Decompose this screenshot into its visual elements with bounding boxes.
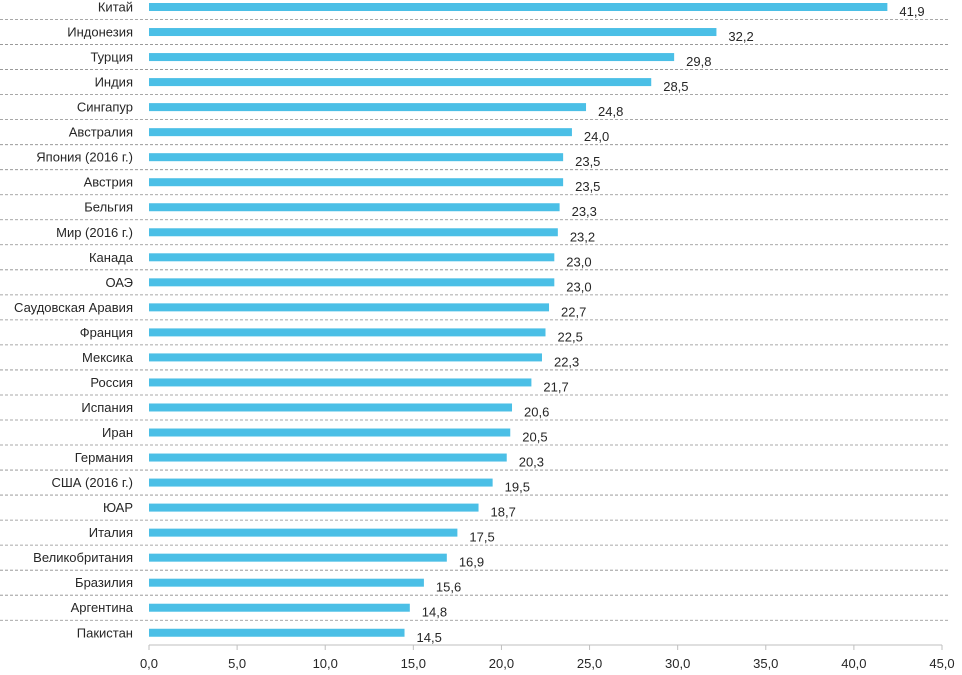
category-label: Япония (2016 г.) (36, 150, 133, 165)
category-label: Франция (80, 325, 133, 340)
value-label: 23,2 (570, 229, 595, 244)
value-label: 32,2 (728, 29, 753, 44)
value-label: 19,5 (505, 480, 530, 495)
bar (149, 278, 555, 287)
bar (149, 478, 493, 487)
bar (149, 428, 511, 437)
value-label: 29,8 (686, 54, 711, 69)
x-tick-label: 30,0 (665, 656, 690, 671)
category-label: Мексика (82, 350, 134, 365)
category-label: Индия (95, 75, 133, 90)
bar (149, 103, 587, 112)
category-label: Турция (90, 50, 133, 65)
value-label: 23,0 (566, 279, 591, 294)
category-label: Мир (2016 г.) (56, 225, 133, 240)
value-label: 24,0 (584, 129, 609, 144)
bar (149, 553, 447, 562)
value-label: 23,5 (575, 154, 600, 169)
category-label: Саудовская Аравия (14, 300, 133, 315)
category-label: Сингапур (77, 100, 133, 115)
bar (149, 228, 558, 237)
category-label: Бельгия (84, 200, 133, 215)
bar (149, 178, 564, 187)
x-tick-label: 10,0 (313, 656, 338, 671)
bar (149, 378, 532, 387)
category-label: Канада (89, 250, 134, 265)
category-label: США (2016 г.) (51, 475, 133, 490)
bar (149, 28, 717, 37)
value-label: 14,5 (417, 630, 442, 645)
category-label: Аргентина (71, 600, 134, 615)
x-tick-label: 0,0 (140, 656, 158, 671)
category-label: Россия (90, 375, 133, 390)
category-label: ЮАР (103, 500, 133, 515)
category-label: Пакистан (77, 625, 133, 640)
bar (149, 78, 652, 87)
x-tick-label: 45,0 (929, 656, 954, 671)
bar (149, 603, 410, 612)
value-label: 28,5 (663, 79, 688, 94)
value-label: 22,7 (561, 304, 586, 319)
value-label: 24,8 (598, 104, 623, 119)
value-label: 20,3 (519, 455, 544, 470)
category-label: Иран (102, 425, 133, 440)
category-label: Индонезия (67, 25, 133, 40)
value-label: 22,5 (558, 329, 583, 344)
value-label: 18,7 (491, 505, 516, 520)
x-tick-label: 40,0 (841, 656, 866, 671)
x-tick-label: 5,0 (228, 656, 246, 671)
category-label: Китай (98, 0, 133, 15)
category-label: Италия (89, 525, 133, 540)
bar (149, 403, 513, 412)
bar (149, 53, 675, 62)
bar (149, 353, 542, 362)
value-label: 21,7 (543, 379, 568, 394)
bar (149, 503, 479, 512)
value-label: 23,3 (572, 204, 597, 219)
x-tick-label: 25,0 (577, 656, 602, 671)
bar (149, 303, 550, 312)
category-label: Германия (75, 450, 133, 465)
value-label: 20,5 (522, 430, 547, 445)
x-tick-label: 35,0 (753, 656, 778, 671)
category-label: ОАЭ (105, 275, 133, 290)
category-label: Испания (81, 400, 133, 415)
value-label: 22,3 (554, 354, 579, 369)
bar (149, 3, 888, 11)
category-label: Бразилия (75, 575, 133, 590)
x-tick-label: 15,0 (401, 656, 426, 671)
value-label: 15,6 (436, 580, 461, 595)
bar (149, 328, 546, 337)
value-label: 16,9 (459, 555, 484, 570)
bar (149, 153, 564, 162)
category-label: Великобритания (33, 550, 133, 565)
x-tick-label: 20,0 (489, 656, 514, 671)
bar (149, 628, 405, 637)
value-label: 20,6 (524, 404, 549, 419)
bar (149, 578, 424, 587)
value-label: 14,8 (422, 605, 447, 620)
bar (149, 203, 560, 212)
value-label: 41,9 (899, 4, 924, 19)
value-label: 23,0 (566, 254, 591, 269)
category-label: Австралия (69, 125, 133, 140)
bar (149, 128, 572, 137)
bar (149, 253, 555, 262)
value-label: 17,5 (469, 530, 494, 545)
bar (149, 453, 507, 462)
category-label: Австрия (84, 175, 133, 190)
value-label: 23,5 (575, 179, 600, 194)
bar (149, 528, 458, 537)
